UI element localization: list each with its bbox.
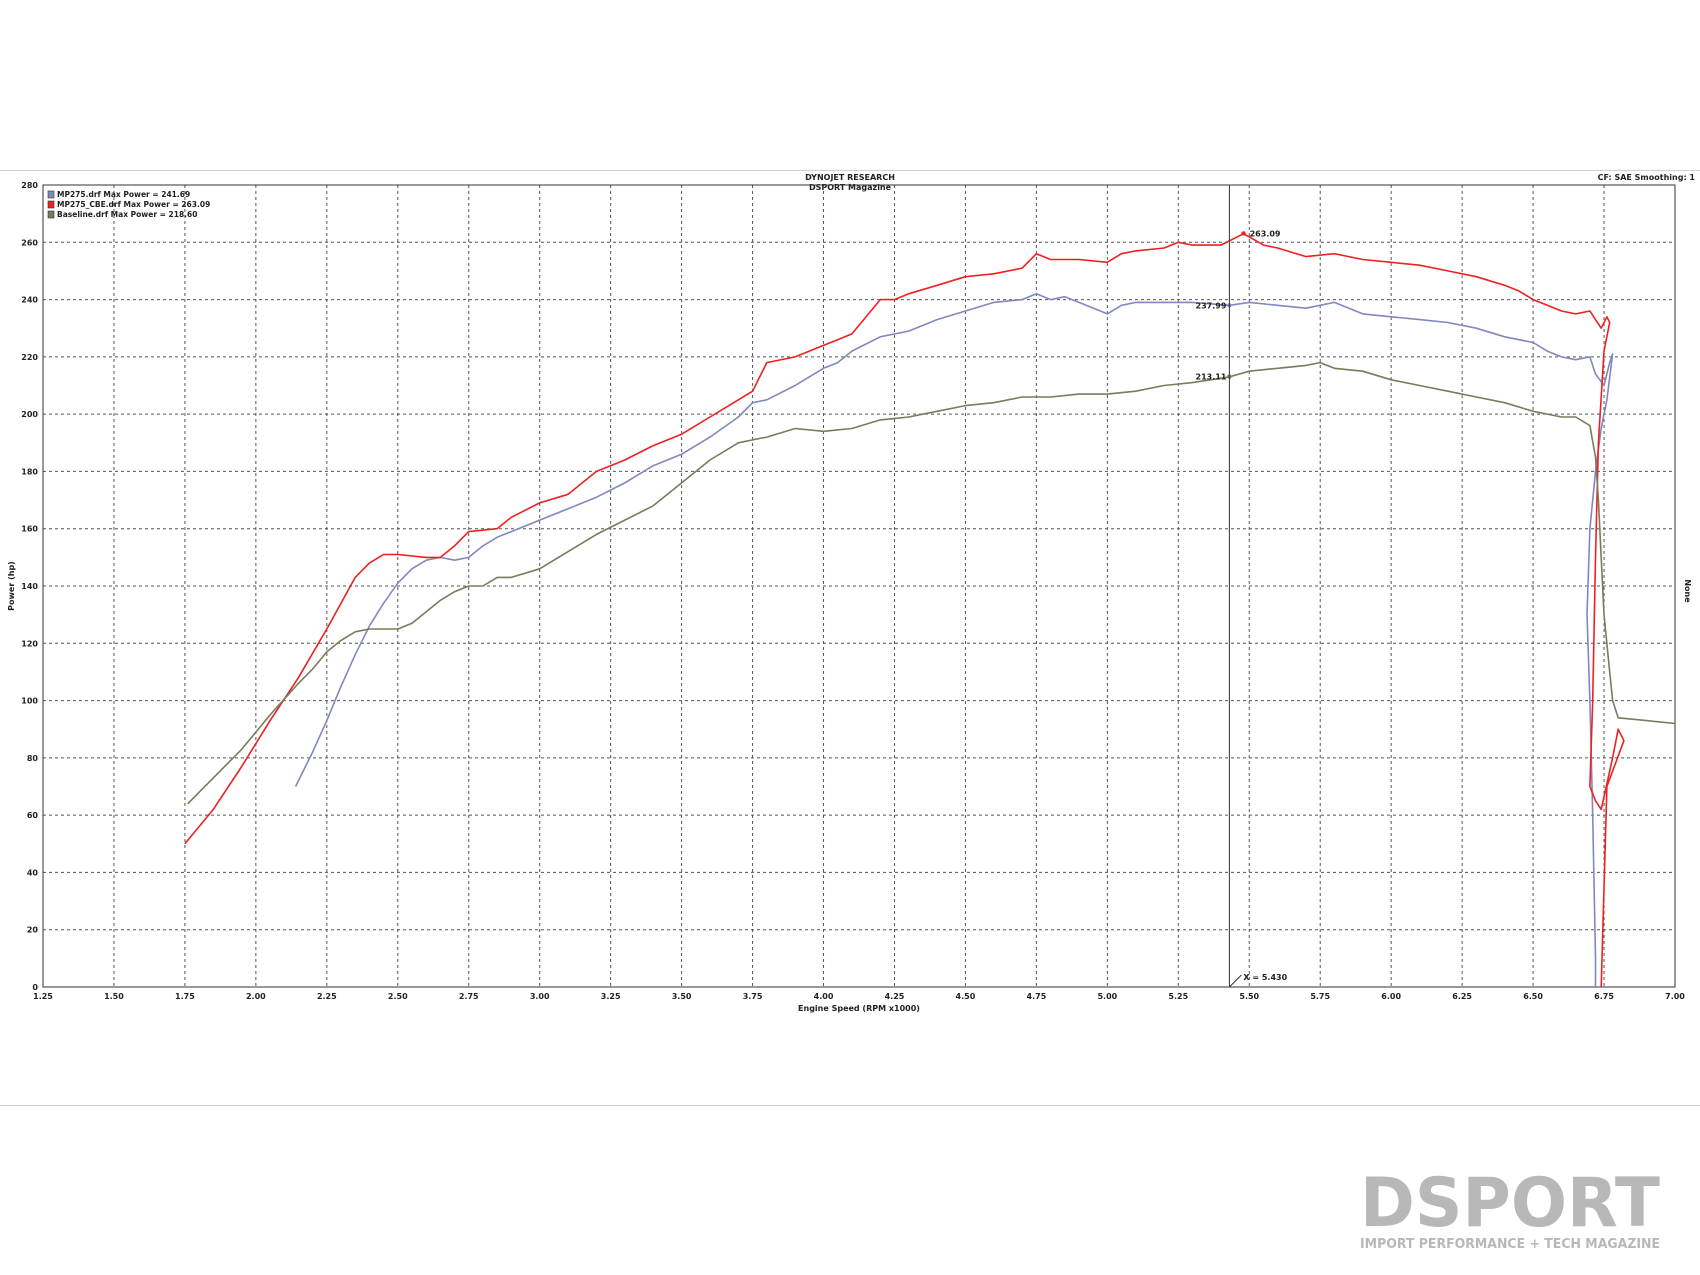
y-tick-label: 180	[21, 467, 38, 476]
y-tick-label: 220	[21, 353, 38, 362]
cursor: X = 5.430	[1228, 185, 1288, 988]
series-marker-label-2: 213.11	[1196, 373, 1227, 382]
x-tick-label: 1.25	[33, 992, 53, 1001]
x-tick-label: 6.50	[1523, 992, 1543, 1001]
series-marker-label-1: 263.09	[1250, 229, 1281, 238]
y-tick-label: 140	[21, 582, 38, 591]
grid	[43, 185, 1675, 987]
chart-settings: CF: SAE Smoothing: 1	[1597, 173, 1695, 182]
x-tick-label: 4.00	[814, 992, 834, 1001]
x-tick-label: 5.50	[1239, 992, 1259, 1001]
right-axis-label: None	[1683, 579, 1692, 603]
x-tick-label: 2.75	[459, 992, 479, 1001]
dyno-chart-panel: DYNOJET RESEARCH DSPORT Magazine CF: SAE…	[0, 170, 1700, 1106]
x-tick-label: 3.50	[672, 992, 692, 1001]
series-marker-label-0: 237.99	[1196, 301, 1227, 310]
x-tick-label: 4.50	[956, 992, 976, 1001]
power-chart: 1.25 1.50 1.75 2.00 2.25 2.50 2.75 3.00 3.25 3.50…	[7, 181, 1692, 1013]
x-tick-label: 5.75	[1310, 992, 1330, 1001]
plot-border	[42, 184, 1676, 988]
cursor-label: X = 5.430	[1243, 973, 1287, 982]
y-tick-label: 40	[27, 868, 39, 877]
series-line-2	[187, 361, 1676, 805]
y-tick-label: 160	[21, 525, 38, 534]
x-tick-label: 7.00	[1665, 992, 1685, 1001]
chart-title: DYNOJET RESEARCH	[805, 173, 895, 182]
x-tick-label: 1.75	[175, 992, 195, 1001]
y-tick-label: 60	[27, 811, 39, 820]
x-tick-label: 6.00	[1381, 992, 1401, 1001]
legend-entry-0: MP275.drf Max Power = 241.69	[57, 190, 190, 199]
chart-subtitle: DSPORT Magazine	[808, 183, 892, 192]
y-tick-label: 120	[21, 639, 38, 648]
x-tick-label: 2.25	[317, 992, 337, 1001]
legend-swatch-1	[47, 200, 55, 209]
x-tick-label: 6.75	[1594, 992, 1614, 1001]
x-axis-label: Engine Speed (RPM x1000)	[798, 1004, 920, 1013]
x-tick-label: 5.00	[1097, 992, 1117, 1001]
series-lines	[184, 232, 1676, 988]
y-axis-label: Power (hp)	[7, 561, 16, 611]
tick-labels: 1.25 1.50 1.75 2.00 2.25 2.50 2.75 3.00 3.25 3.50…	[21, 181, 1685, 1001]
x-tick-label: 4.25	[885, 992, 905, 1001]
legend-swatch-0	[47, 190, 55, 199]
dsport-logo: DSPORT IMPORT PERFORMANCE + TECH MAGAZIN…	[1360, 1168, 1661, 1252]
y-tick-label: 80	[27, 754, 39, 763]
y-tick-label: 280	[21, 181, 38, 190]
x-tick-label: 3.25	[601, 992, 621, 1001]
logo-tagline: IMPORT PERFORMANCE + TECH MAGAZINE	[1360, 1237, 1660, 1252]
y-tick-label: 240	[21, 296, 38, 305]
x-tick-label: 4.75	[1027, 992, 1047, 1001]
logo-wordmark: DSPORT	[1360, 1168, 1661, 1243]
x-tick-label: 3.00	[530, 992, 550, 1001]
cursor-pointer	[1229, 974, 1242, 988]
legend: MP275.drf Max Power = 241.69MP275_CBE.dr…	[47, 190, 210, 219]
y-tick-label: 100	[21, 697, 38, 706]
x-tick-label: 3.75	[743, 992, 763, 1001]
legend-entry-2: Baseline.drf Max Power = 218.60	[57, 210, 197, 219]
legend-entry-1: MP275_CBE.drf Max Power = 263.09	[57, 200, 210, 209]
y-tick-label: 0	[32, 983, 38, 992]
y-tick-label: 20	[27, 926, 39, 935]
x-tick-label: 2.00	[246, 992, 266, 1001]
x-tick-label: 1.50	[104, 992, 124, 1001]
legend-swatch-2	[47, 210, 55, 219]
x-tick-label: 5.25	[1168, 992, 1188, 1001]
series-markers: 237.99 263.09 213.11	[1196, 229, 1281, 381]
series-line-1	[184, 232, 1625, 988]
x-tick-label: 2.50	[388, 992, 408, 1001]
series-marker-1	[1241, 231, 1246, 236]
y-tick-label: 200	[21, 410, 38, 419]
y-tick-label: 260	[21, 238, 38, 247]
x-tick-label: 6.25	[1452, 992, 1472, 1001]
series-line-0	[294, 293, 1614, 987]
